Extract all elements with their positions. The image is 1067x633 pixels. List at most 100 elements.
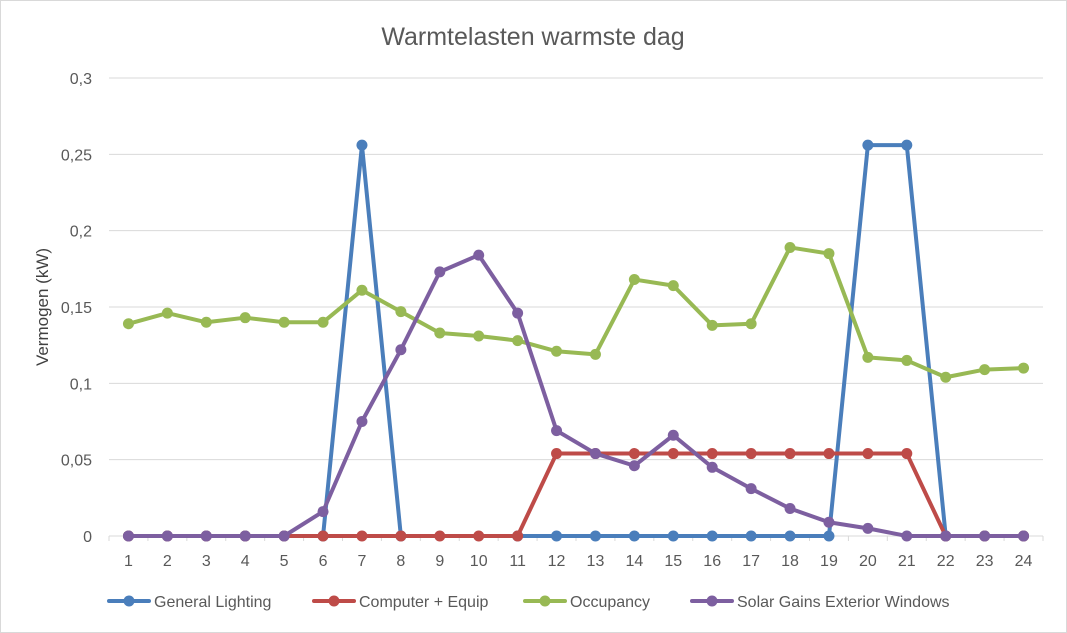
data-point (784, 530, 796, 542)
legend-item: Solar Gains Exterior Windows (690, 594, 950, 611)
data-point (745, 448, 757, 460)
data-point (823, 248, 835, 260)
x-tick-label: 15 (664, 553, 682, 570)
data-point (706, 461, 718, 473)
data-point (200, 530, 212, 542)
data-point (551, 448, 563, 460)
data-point (434, 266, 446, 278)
data-point (901, 354, 913, 366)
data-point (589, 530, 601, 542)
x-tick-label: 5 (280, 553, 289, 570)
data-point (940, 530, 952, 542)
x-tick-label: 19 (820, 553, 838, 570)
data-point (823, 516, 835, 528)
x-tick-label: 3 (202, 553, 211, 570)
series-solar-gains-exterior-windows (122, 249, 1030, 542)
data-point (784, 241, 796, 253)
data-point (706, 319, 718, 331)
legend-swatch-marker (123, 595, 135, 607)
data-point (784, 503, 796, 515)
gridlines (109, 77, 1043, 461)
legend-label: Computer + Equip (359, 594, 489, 611)
data-point (901, 530, 913, 542)
y-tick-label: 0,05 (61, 453, 92, 470)
data-point (512, 307, 524, 319)
data-point (979, 530, 991, 542)
data-point (589, 348, 601, 360)
data-point (434, 530, 446, 542)
data-point (278, 316, 290, 328)
legend-label: Solar Gains Exterior Windows (737, 594, 950, 611)
legend-swatch-marker (328, 595, 340, 607)
data-point (745, 530, 757, 542)
series-occupancy (122, 241, 1030, 383)
x-tick-label: 21 (898, 553, 916, 570)
data-point (667, 429, 679, 441)
data-point (278, 530, 290, 542)
data-point (1018, 530, 1030, 542)
legend-label: Occupancy (570, 594, 650, 611)
legend-item: Occupancy (523, 594, 650, 611)
data-point (667, 280, 679, 292)
x-tick-label: 8 (396, 553, 405, 570)
legend: General Lighting Computer + Equip Occupanc… (107, 594, 950, 611)
data-point (473, 249, 485, 261)
series-line (126, 253, 1026, 538)
y-tick-label: 0,3 (70, 71, 92, 88)
data-point (317, 506, 329, 518)
data-point (862, 522, 874, 534)
data-point (356, 284, 368, 296)
y-tick-label: 0 (83, 529, 92, 546)
x-axis-ticks: 1 2 3 4 5 6 7 8 9 10 11 12 13 14 15 16 17 18 19 20 21 22 23 24 (124, 553, 1033, 570)
y-axis-ticks: 0 0,05 0,1 0,15 0,2 0,25 0,3 (61, 71, 92, 546)
data-point (512, 335, 524, 347)
data-point (784, 448, 796, 460)
x-tick-label: 24 (1015, 553, 1033, 570)
x-tick-label: 6 (319, 553, 328, 570)
data-point (628, 460, 640, 472)
x-tick-label: 22 (937, 553, 955, 570)
data-point (940, 371, 952, 383)
data-point (239, 530, 251, 542)
data-point (395, 344, 407, 356)
data-point (473, 530, 485, 542)
series-line (126, 143, 1026, 538)
x-tick-label: 17 (742, 553, 760, 570)
series-group (122, 139, 1030, 542)
data-point (823, 448, 835, 460)
data-point (667, 448, 679, 460)
series-computer-equip (122, 448, 1030, 542)
data-point (434, 327, 446, 339)
chart-title: Warmtelasten warmste dag (381, 23, 684, 51)
x-tick-label: 10 (470, 553, 488, 570)
x-tick-label: 9 (435, 553, 444, 570)
y-axis-title: Vermogen (kW) (33, 248, 52, 366)
data-point (551, 425, 563, 437)
data-point (239, 312, 251, 324)
data-point (317, 530, 329, 542)
x-tick-label: 7 (358, 553, 367, 570)
data-point (1018, 362, 1030, 374)
x-tick-label: 12 (548, 553, 566, 570)
data-point (862, 351, 874, 363)
data-point (473, 330, 485, 342)
data-point (512, 530, 524, 542)
y-tick-label: 0,25 (61, 147, 92, 164)
x-tick-label: 4 (241, 553, 250, 570)
data-point (122, 318, 134, 330)
legend-label: General Lighting (154, 594, 271, 611)
data-point (356, 416, 368, 427)
data-point (200, 316, 212, 328)
data-point (551, 530, 563, 542)
series-line (126, 451, 1026, 538)
data-point (823, 530, 835, 542)
x-tick-label: 13 (587, 553, 605, 570)
legend-item: General Lighting (107, 594, 271, 611)
x-tick-label: 11 (509, 553, 526, 570)
data-point (551, 345, 563, 357)
data-point (589, 448, 601, 460)
data-point (395, 530, 407, 542)
y-tick-label: 0,2 (70, 224, 92, 241)
data-point (356, 530, 368, 542)
